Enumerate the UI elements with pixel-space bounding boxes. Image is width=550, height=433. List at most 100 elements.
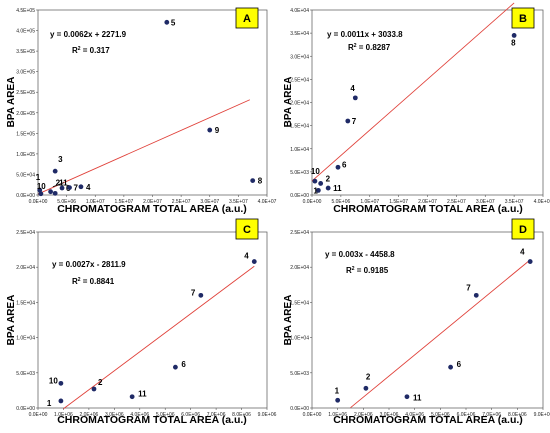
y-tick-label: 2.5E+04 <box>290 77 309 83</box>
panel-letter: A <box>243 13 251 25</box>
r-squared-value: = 0.317 <box>81 46 111 55</box>
y-tick-label: 2.5E+04 <box>290 230 309 236</box>
point-label: 1 <box>313 186 318 195</box>
y-axis-label: BPA AREA <box>283 77 294 128</box>
x-tick-label: 9.0E+06 <box>258 412 277 418</box>
y-tick-label: 2.0E+04 <box>290 101 309 107</box>
trend-line <box>311 2 515 182</box>
y-tick-label: 1.0E+04 <box>290 147 309 153</box>
panel-a: 0.0E+00 5.0E+06 1.0E+07 1.5E+07 2.0E+07 2.5E+… <box>6 7 277 215</box>
data-point <box>78 184 84 190</box>
data-point <box>198 292 204 298</box>
point-label: 8 <box>258 177 263 186</box>
point-label: 1 <box>36 173 41 182</box>
trend-line <box>350 259 531 409</box>
y-tick-label: 0.0E+00 <box>16 193 35 199</box>
y-tick-label: 4.5E+05 <box>16 8 35 14</box>
point-label: 1 <box>47 399 52 408</box>
point-label: 3 <box>58 155 63 164</box>
data-point <box>318 181 324 186</box>
y-axis-label: BPA AREA <box>6 77 17 128</box>
y-tick-label: 1.0E+05 <box>16 152 35 158</box>
y-tick-label: 3.5E+05 <box>16 49 35 55</box>
y-tick-label: 5.0E+03 <box>16 371 35 377</box>
panel-b: 0.0E+00 5.0E+06 1.0E+07 1.5E+07 2.0E+07 2.5E+… <box>283 2 550 215</box>
point-label: 6 <box>181 360 186 369</box>
data-point <box>37 187 43 193</box>
r-squared-superscript: 2 <box>78 277 81 283</box>
point-label: 6 <box>457 360 462 369</box>
point-label: 4 <box>350 84 355 93</box>
data-point <box>173 364 178 370</box>
y-axis-label: BPA AREA <box>283 295 294 346</box>
data-point <box>207 127 213 133</box>
x-axis-label: CHROMATOGRAM TOTAL AREA (a.u.) <box>57 203 247 215</box>
data-point <box>164 19 170 25</box>
data-point <box>448 364 453 370</box>
r-squared-superscript: 2 <box>352 266 355 272</box>
y-tick-label: 1.5E+05 <box>16 131 35 137</box>
data-point <box>129 394 135 400</box>
x-tick-label: 0.0E+00 <box>29 412 48 418</box>
equation-label: y = 0.0062x + 2271.9 <box>50 30 127 39</box>
r-squared-symbol: R <box>72 277 78 286</box>
y-tick-label: 3.0E+04 <box>290 54 309 60</box>
panel-letter: B <box>519 13 527 25</box>
y-tick-label: 3.0E+05 <box>16 70 35 76</box>
y-tick-label: 2.0E+04 <box>16 265 35 271</box>
x-tick-label: 6.0E+06 <box>457 412 476 418</box>
x-tick-label: 6.0E+06 <box>181 412 200 418</box>
x-tick-label: 1.0E+07 <box>360 199 379 205</box>
plot-frame <box>37 231 268 409</box>
y-tick-label: 4.0E+05 <box>16 29 35 35</box>
x-tick-label: 5.0E+06 <box>431 412 450 418</box>
r-squared-value: = 0.8287 <box>357 43 391 52</box>
panel-letter-box <box>511 218 535 240</box>
x-tick-label: 1.0E+06 <box>54 412 73 418</box>
equation-label: y = 0.0027x - 2811.9 <box>52 260 126 269</box>
point-label: 8 <box>511 38 516 47</box>
data-point <box>511 33 517 38</box>
x-tick-label: 1.0E+06 <box>328 412 347 418</box>
x-tick-label: 2.0E+06 <box>354 412 373 418</box>
x-tick-label: 2.0E+06 <box>79 412 98 418</box>
panel-letter-box <box>235 218 259 240</box>
data-point <box>335 164 341 170</box>
x-tick-label: 2.5E+07 <box>172 199 191 205</box>
x-tick-label: 1.5E+07 <box>389 199 408 205</box>
x-tick-label: 8.0E+06 <box>232 412 251 418</box>
x-tick-label: 1.5E+07 <box>114 199 133 205</box>
data-point <box>352 95 358 101</box>
x-tick-label: 5.0E+06 <box>57 199 76 205</box>
x-tick-label: 5.0E+06 <box>156 412 175 418</box>
point-label: 10 <box>311 167 320 176</box>
data-point <box>363 385 369 391</box>
x-tick-label: 2.0E+07 <box>143 199 162 205</box>
r-squared-symbol: R <box>346 266 352 275</box>
point-label: 7 <box>352 117 357 126</box>
r-squared-label: R2 = 0.317 <box>72 46 110 55</box>
y-tick-label: 2.5E+05 <box>16 90 35 96</box>
y-tick-label: 5.0E+04 <box>16 172 35 178</box>
point-label: 1 <box>335 386 340 395</box>
r-squared-label: R2 = 0.9185 <box>346 266 389 275</box>
point-label: 2 <box>98 378 103 387</box>
x-tick-label: 4.0E+06 <box>405 412 424 418</box>
point-label: 5 <box>171 18 176 27</box>
r-squared-superscript: 2 <box>354 43 357 49</box>
point-label: 4 <box>244 252 249 261</box>
y-tick-label: 0.0E+00 <box>290 193 309 199</box>
x-tick-label: 3.5E+07 <box>505 199 524 205</box>
trend-line <box>37 99 251 195</box>
data-point <box>335 397 341 403</box>
point-label: 4 <box>520 248 525 257</box>
x-tick-label: 4.0E+07 <box>258 199 277 205</box>
y-tick-label: 3.5E+04 <box>290 31 309 37</box>
x-tick-label: 9.0E+06 <box>534 412 550 418</box>
panel-d: 0.0E+00 1.0E+06 2.0E+06 3.0E+06 4.0E+06 5.0E+… <box>283 218 550 426</box>
data-point <box>325 185 331 191</box>
point-label: 7 <box>191 288 196 297</box>
y-tick-label: 4.0E+04 <box>290 8 309 14</box>
data-point <box>52 190 58 196</box>
